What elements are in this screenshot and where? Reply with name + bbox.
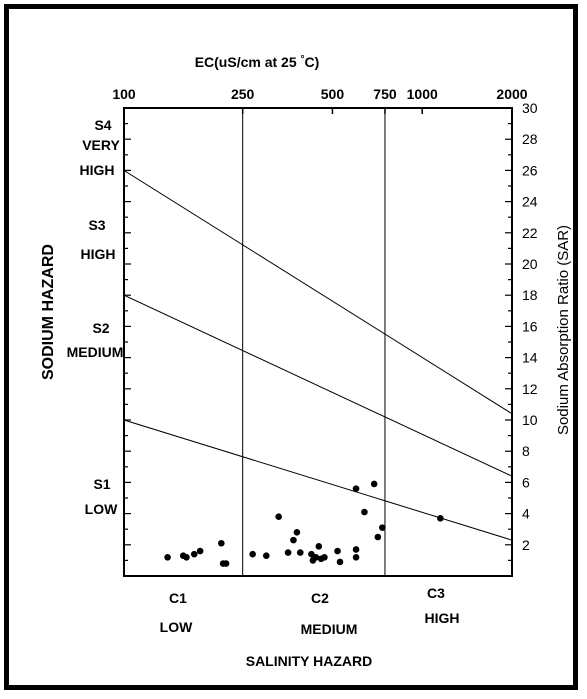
data-point [296,549,304,556]
sodium-hazard-lines [123,169,513,541]
c3-name: HIGH [425,610,460,626]
top-tick-label: 100 [112,86,136,102]
c3-code: C3 [427,585,445,601]
s3-code: S3 [88,217,105,233]
data-point [361,508,368,516]
s4-name2: HIGH [80,162,115,178]
right-tick-label: 2 [522,537,530,553]
bottom-axis-title: SALINITY HAZARD [246,653,373,669]
data-point [293,529,301,536]
left-axis-ticks [124,107,131,562]
data-point [374,533,382,541]
right-tick-label: 18 [522,287,538,303]
s2-name: MEDIUM [67,344,124,360]
s4-code: S4 [94,117,111,133]
right-axis-title: Sodium Absorption Ratio (SAR) [555,225,572,435]
top-tick-label: 250 [231,86,255,102]
left-axis-title: SODIUM HAZARD [40,244,57,380]
data-point [334,547,341,555]
c1-name: LOW [160,619,193,635]
c2-name: MEDIUM [301,621,358,637]
hazard-line [123,419,513,541]
right-tick-label: 22 [522,225,538,241]
right-tick-label: 30 [522,100,538,116]
data-point [437,514,444,522]
right-tick-label: 24 [522,194,538,210]
data-point [284,549,292,556]
data-point [183,553,190,561]
right-tick-label: 12 [522,381,538,397]
plot-area [123,107,513,577]
hazard-line [123,169,513,415]
right-tick-label: 28 [522,131,538,147]
s1-code: S1 [93,476,110,492]
top-tick-label: 2000 [496,86,527,102]
data-point [164,553,171,561]
right-tick-label: 8 [522,443,530,459]
s2-code: S2 [92,320,109,336]
sodium-class-labels: S4 VERY HIGH S3 HIGH S2 MEDIUM S1 LOW [67,117,124,517]
top-tick-label: 1000 [407,86,438,102]
s4-name: VERY [82,137,120,153]
salinity-class-labels: C1 LOW C2 MEDIUM C3 HIGH [160,585,460,637]
right-tick-label: 4 [522,506,530,522]
data-point [249,550,256,558]
data-point [352,546,360,553]
right-tick-label: 14 [522,350,538,366]
data-point [370,480,378,488]
salinity-class-boundaries [242,108,386,576]
right-tick-label: 16 [522,318,538,334]
right-tick-label: 20 [522,256,538,272]
data-point [379,524,386,531]
hazard-line [123,294,513,477]
c2-code: C2 [311,590,329,606]
right-tick-label: 10 [522,412,538,428]
data-point [275,513,282,521]
degree-sign: ° [301,54,305,65]
data-point [196,547,204,555]
top-axis-ticks: 100 250 500 750 1000 2000 [112,86,528,114]
top-tick-label: 500 [321,86,345,102]
right-tick-label: 6 [522,474,530,490]
data-point [315,543,323,550]
data-point [290,536,297,544]
sample-points [164,480,444,567]
top-axis-title-unit: C) [305,54,320,70]
top-axis-title-text: EC(uS/cm at 25 [195,54,297,70]
data-point [262,552,270,560]
data-point [321,553,328,561]
data-point [352,553,360,561]
data-point [218,539,225,547]
data-point [336,558,344,566]
c1-code: C1 [169,590,187,606]
data-point [352,485,360,492]
data-point [190,550,198,558]
top-axis-title: EC(uS/cm at 25 °C) [195,54,320,70]
right-tick-label: 26 [522,162,538,178]
data-point [312,553,320,561]
s1-name: LOW [85,501,118,517]
data-point [222,560,230,567]
top-tick-label: 750 [373,86,397,102]
s3-name: HIGH [81,246,116,262]
